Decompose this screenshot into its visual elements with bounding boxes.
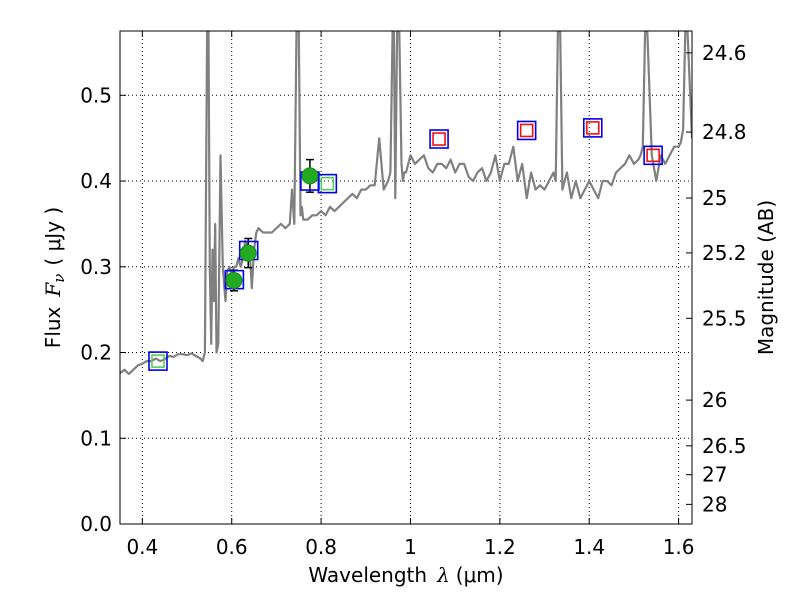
- y-tick-label: 0.2: [80, 341, 112, 365]
- measured-photometry-square: [151, 354, 165, 368]
- x-tick-label: 1.2: [484, 535, 516, 559]
- model-photometry-markers: [148, 118, 663, 371]
- plot-area: [120, 31, 692, 376]
- limit-photometry-square: [432, 132, 446, 146]
- mag-tick-label: 24.8: [702, 120, 747, 144]
- mag-tick-label: 25.5: [702, 306, 747, 330]
- mag-tick-label: 27: [702, 463, 727, 487]
- plot-frame: [119, 30, 693, 525]
- mag-tick-label: 26: [702, 388, 727, 412]
- magnitude-axis-label: Magnitude (AB): [754, 200, 778, 355]
- mag-tick-label: 24.6: [702, 41, 747, 65]
- model-photometry-square: [643, 145, 663, 166]
- model-photometry-square: [582, 118, 603, 138]
- model-photometry-square: [317, 173, 338, 194]
- measured-photometry-square: [320, 176, 335, 191]
- limit-photometry-square: [585, 121, 600, 135]
- observed-flux-dots: [225, 167, 319, 290]
- x-axis-label: Wavelength λ (μm): [308, 563, 503, 587]
- observed-flux-dot: [301, 167, 319, 185]
- x-tick-label: 1.6: [663, 535, 695, 559]
- mag-tick-label: 25.2: [702, 241, 747, 265]
- limit-photometry-square: [646, 148, 660, 163]
- model-spectrum-line: [120, 31, 692, 376]
- mag-tick-label: 26.5: [702, 434, 747, 458]
- x-tick-label: 0.6: [216, 535, 248, 559]
- axis-ticks: 0.4 0.6 0.8 1 1.2 1.4 1.6 0.0 0.1 0.2 0.3 0.4 0.5 24.…: [80, 31, 747, 559]
- model-photometry-square: [516, 120, 537, 141]
- model-photometry-square: [148, 351, 168, 371]
- x-tick-label: 1.4: [573, 535, 605, 559]
- observed-flux-dot: [239, 244, 257, 262]
- mag-tick-label: 28: [702, 492, 727, 516]
- y-tick-label: 0.0: [80, 512, 112, 536]
- y-tick-label: 0.1: [80, 426, 112, 450]
- y-tick-label: 0.5: [80, 83, 112, 107]
- observed-photometry-markers: [151, 121, 660, 368]
- y-axis-label: FluxFν( μJy ): [41, 207, 68, 348]
- limit-photometry-square: [519, 123, 534, 138]
- y-tick-label: 0.4: [80, 169, 112, 193]
- model-photometry-square: [429, 129, 449, 149]
- x-tick-label: 1: [404, 535, 417, 559]
- observed-flux-dot: [225, 272, 243, 290]
- y-tick-label: 0.3: [80, 255, 112, 279]
- x-tick-label: 0.8: [305, 535, 337, 559]
- x-tick-label: 0.4: [126, 535, 158, 559]
- mag-tick-label: 25: [702, 186, 727, 210]
